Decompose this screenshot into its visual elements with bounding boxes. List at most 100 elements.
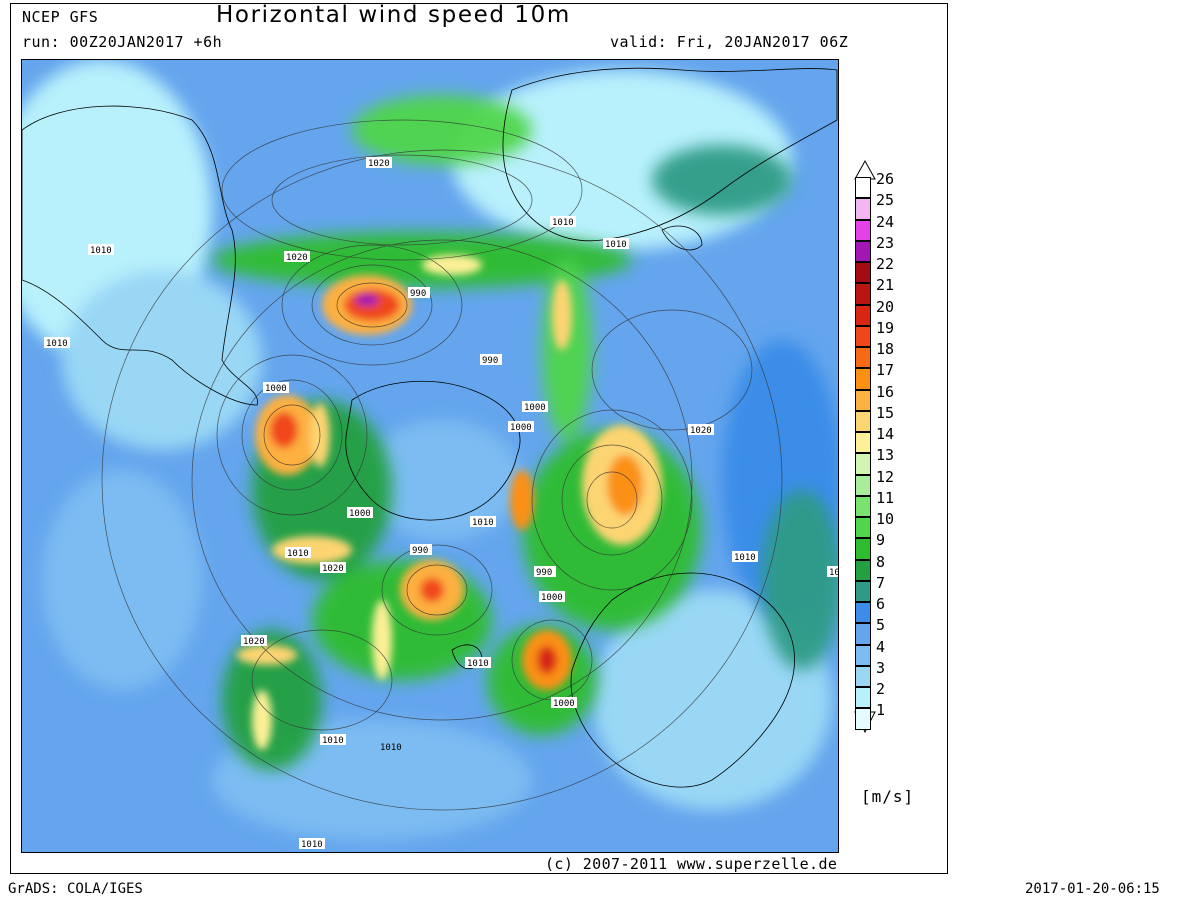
chart-title: Horizontal wind speed 10m	[216, 2, 571, 28]
legend-color-box	[855, 368, 871, 390]
legend-level-label: 5	[876, 616, 886, 635]
svg-text:990: 990	[536, 568, 552, 578]
legend-color-box	[855, 687, 871, 709]
legend-level-label: 12	[876, 467, 895, 486]
svg-text:1010: 1010	[90, 246, 112, 256]
legend-color-box	[855, 219, 871, 241]
legend-level-label: 15	[876, 403, 895, 422]
legend-color-box	[855, 410, 871, 432]
legend-level-label: 6	[876, 595, 886, 613]
svg-text:1010: 1010	[829, 568, 839, 578]
isobar-label: 990	[410, 544, 432, 556]
legend-color-box	[855, 665, 871, 687]
svg-text:990: 990	[410, 289, 426, 299]
isobar-label: 990	[408, 287, 430, 299]
legend-color-box	[855, 177, 871, 199]
legend-color-box	[855, 198, 871, 220]
legend-level-label: 22	[876, 255, 895, 273]
isobar-label: 1010	[44, 337, 70, 349]
legend-level-label: 11	[876, 488, 895, 507]
isobar-label: 1020	[320, 562, 346, 574]
isobars	[101, 119, 783, 811]
legend-level-label: 8	[876, 552, 886, 571]
svg-text:1000: 1000	[349, 509, 371, 519]
legend-color-box	[855, 453, 871, 475]
legend-level-label: 19	[876, 318, 895, 337]
svg-text:1020: 1020	[690, 426, 712, 436]
svg-text:1020: 1020	[286, 253, 308, 263]
svg-text:1010: 1010	[552, 218, 574, 228]
run-time: run: 00Z20JAN2017 +6h	[22, 33, 223, 51]
svg-text:1010: 1010	[467, 659, 489, 669]
isobar-labels: 1020 1010 1020 990 1010 990 1000 1000 10…	[44, 157, 839, 850]
isobar-label: 1020	[284, 251, 310, 263]
isobar-label: 1010	[285, 547, 311, 559]
low-wind-areas	[22, 60, 838, 840]
legend-level-label: 20	[876, 297, 895, 316]
isobar-label: 990	[534, 566, 556, 578]
legend-color-box	[855, 262, 871, 284]
legend-color-box	[855, 325, 871, 347]
isobar-label: 990	[480, 354, 502, 366]
legend-color-box	[855, 304, 871, 326]
render-timestamp: 2017-01-20-06:15	[1025, 881, 1160, 897]
valid-time: valid: Fri, 20JAN2017 06Z	[610, 33, 849, 51]
isobar-label: 1010	[827, 566, 839, 578]
legend-level-label: 13	[876, 446, 895, 465]
legend-level-label: 14	[876, 425, 895, 443]
legend-color-box	[855, 559, 871, 581]
svg-text:1020: 1020	[368, 159, 390, 169]
isobar-label: 1010	[603, 238, 629, 250]
legend-color-box	[855, 602, 871, 624]
svg-text:1000: 1000	[524, 403, 546, 413]
svg-text:1000: 1000	[510, 423, 532, 433]
svg-text:1000: 1000	[541, 593, 563, 603]
isobar-label: 1010	[550, 216, 576, 228]
isobar-label: 1010	[470, 516, 496, 528]
isobar-label: 1020	[241, 635, 267, 647]
legend-level-label: 10	[876, 510, 895, 528]
svg-text:990: 990	[412, 546, 428, 556]
legend-level-label: 21	[876, 276, 895, 295]
legend-level-label: 2	[876, 680, 886, 698]
isobar-label: 1000	[347, 507, 373, 519]
wind-speed-map: 1020 1010 1020 990 1010 990 1000 1000 10…	[21, 59, 839, 853]
legend-level-label: 1	[876, 701, 886, 720]
svg-text:1010: 1010	[287, 549, 309, 559]
isobar-label: 1020	[688, 424, 714, 436]
legend-color-box	[855, 623, 871, 645]
software-credit: GrADS: COLA/IGES	[8, 881, 143, 897]
legend-units: [m/s]	[861, 787, 915, 806]
legend-color-box	[855, 580, 871, 602]
legend-level-label: 18	[876, 340, 895, 358]
isobar-label: 1010	[88, 244, 114, 256]
svg-text:1010: 1010	[46, 339, 68, 349]
svg-text:1010: 1010	[472, 518, 494, 528]
legend-level-label: 7	[876, 573, 886, 592]
isobar-label: 1010	[320, 734, 346, 746]
legend-color-box	[855, 708, 871, 730]
legend-level-label: 24	[876, 212, 895, 231]
copyright-text: (c) 2007-2011 www.superzelle.de	[545, 855, 838, 873]
svg-text:1000: 1000	[265, 384, 287, 394]
svg-text:1010: 1010	[380, 743, 402, 753]
legend-color-box	[855, 644, 871, 666]
isobar-label: 1000	[263, 382, 289, 394]
legend-color-box	[855, 474, 871, 496]
isobar-label: 1000	[522, 401, 548, 413]
isobar-label: 1010	[465, 657, 491, 669]
isobar-label: 1010	[299, 838, 325, 850]
legend-level-label: 25	[876, 191, 895, 210]
legend-color-box	[855, 495, 871, 517]
legend-level-label: 4	[876, 637, 886, 656]
legend-color-box	[855, 240, 871, 262]
legend-color-box	[855, 283, 871, 305]
legend-level-label: 17	[876, 361, 895, 380]
svg-text:1020: 1020	[243, 637, 265, 647]
svg-text:1010: 1010	[734, 553, 756, 563]
isobar-label: 1000	[508, 421, 534, 433]
legend-level-label: 16	[876, 382, 895, 401]
legend-color-box	[855, 517, 871, 539]
legend-color-box	[855, 538, 871, 560]
svg-text:1020: 1020	[322, 564, 344, 574]
